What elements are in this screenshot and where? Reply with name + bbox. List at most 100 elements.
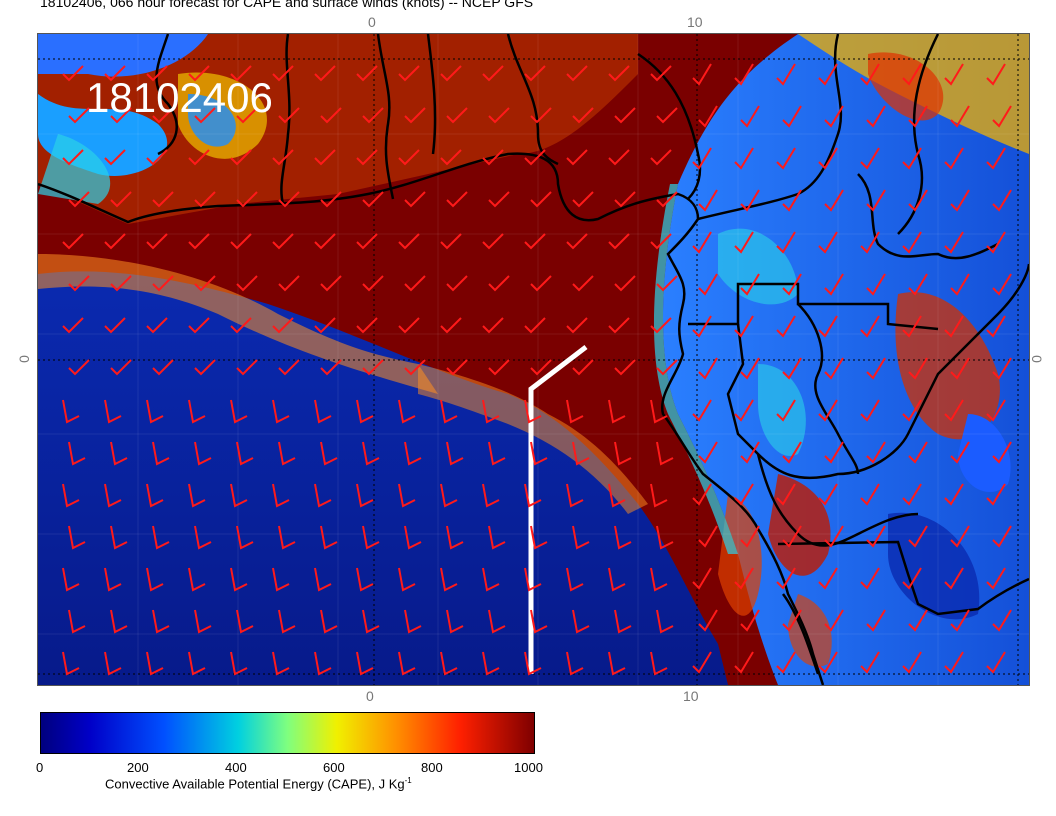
wind-barb xyxy=(68,525,86,550)
wind-barb xyxy=(608,65,630,82)
wind-barb xyxy=(986,231,1006,254)
wind-barb xyxy=(572,275,594,292)
wind-barb xyxy=(272,651,290,676)
colorbar-label-600: 600 xyxy=(323,760,345,775)
wind-barb xyxy=(908,441,928,464)
wind-barb xyxy=(446,525,464,550)
wind-barb xyxy=(488,359,510,376)
wind-barb xyxy=(776,147,796,170)
wind-barb xyxy=(446,609,464,634)
wind-barb xyxy=(104,567,122,592)
wind-barb xyxy=(362,525,380,550)
wind-barb xyxy=(524,149,546,166)
wind-barb xyxy=(908,357,928,380)
wind-barb xyxy=(356,651,374,676)
wind-barb xyxy=(236,441,254,466)
wind-barb xyxy=(356,149,378,166)
wind-barb xyxy=(440,233,462,250)
wind-barb xyxy=(194,525,212,550)
wind-barb xyxy=(230,317,252,334)
wind-barbs xyxy=(62,63,1012,676)
wind-barb xyxy=(692,63,712,86)
wind-barb xyxy=(110,609,128,634)
wind-barb xyxy=(650,567,668,592)
wind-barb xyxy=(194,359,216,376)
wind-barb xyxy=(992,357,1012,380)
wind-barb xyxy=(950,273,970,296)
wind-barb xyxy=(188,651,206,676)
wind-barb xyxy=(866,105,886,128)
wind-barb xyxy=(818,399,838,422)
wind-barb xyxy=(824,189,844,212)
wind-barb xyxy=(566,317,588,334)
wind-barb xyxy=(440,149,462,166)
wind-barb xyxy=(104,149,126,166)
wind-barb xyxy=(860,651,880,674)
wind-barb xyxy=(68,359,90,376)
wind-barb xyxy=(614,359,636,376)
wind-barb xyxy=(362,441,380,466)
wind-barb xyxy=(482,65,504,82)
wind-barb xyxy=(320,609,338,634)
wind-barb xyxy=(440,483,458,508)
wind-barb xyxy=(692,231,712,254)
wind-barb xyxy=(362,359,384,376)
wind-barb xyxy=(440,651,458,676)
wind-barb xyxy=(320,441,338,466)
wind-barb xyxy=(902,231,922,254)
wind-barb xyxy=(818,567,838,590)
wind-barb xyxy=(734,63,754,86)
wind-barb xyxy=(230,567,248,592)
wind-barb xyxy=(566,651,584,676)
wind-barb xyxy=(776,315,796,338)
wind-barb xyxy=(782,609,802,632)
wind-barb xyxy=(776,63,796,86)
wind-barb xyxy=(944,567,964,590)
wind-barb xyxy=(62,651,80,676)
wind-barb xyxy=(566,483,584,508)
wind-barb xyxy=(656,609,674,634)
wind-barb xyxy=(482,567,500,592)
wind-barb xyxy=(362,275,384,292)
wind-barb xyxy=(572,609,590,634)
wind-barb xyxy=(278,107,300,124)
wind-barb xyxy=(236,191,258,208)
wind-barb xyxy=(314,651,332,676)
wind-barb xyxy=(986,147,1006,170)
wind-barb xyxy=(152,107,174,124)
wind-barb xyxy=(740,357,760,380)
right-tick-0: 0 xyxy=(1028,355,1045,363)
wind-barb xyxy=(110,107,132,124)
wind-barb xyxy=(860,231,880,254)
wind-barb xyxy=(446,275,468,292)
wind-barb xyxy=(860,63,880,86)
wind-barb xyxy=(860,147,880,170)
wind-barb xyxy=(608,233,630,250)
wind-barb xyxy=(776,231,796,254)
wind-barb xyxy=(692,651,712,674)
wind-barb xyxy=(944,231,964,254)
wind-barb xyxy=(650,651,668,676)
wind-barb xyxy=(824,525,844,548)
wind-barb xyxy=(62,483,80,508)
wind-barb xyxy=(944,315,964,338)
wind-barb xyxy=(692,315,712,338)
wind-barb xyxy=(524,317,546,334)
wind-barb xyxy=(692,399,712,422)
wind-barb xyxy=(698,189,718,212)
wind-barb xyxy=(188,65,210,82)
wind-barb xyxy=(440,399,458,424)
wind-barb xyxy=(902,147,922,170)
wind-barb xyxy=(734,399,754,422)
wind-barb xyxy=(236,609,254,634)
wind-barb xyxy=(440,317,462,334)
wind-barb xyxy=(782,357,802,380)
wind-barb xyxy=(356,317,378,334)
wind-barb xyxy=(68,191,90,208)
wind-barb xyxy=(860,315,880,338)
wind-barb xyxy=(776,567,796,590)
wind-barb xyxy=(740,441,760,464)
wind-barb xyxy=(398,317,420,334)
chart-title: 18102406, 066 hour forecast for CAPE and… xyxy=(40,0,534,10)
wind-barb xyxy=(398,483,416,508)
